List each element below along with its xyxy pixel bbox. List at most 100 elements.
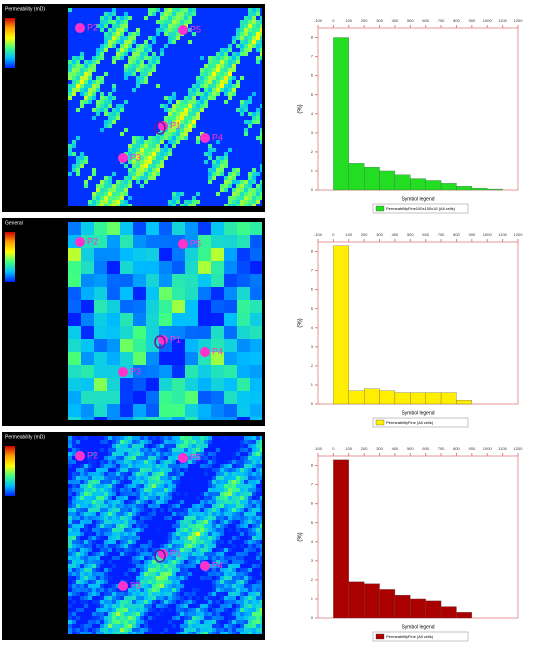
map-cell (124, 136, 128, 140)
map-cell (168, 512, 172, 516)
map-cell (180, 472, 184, 476)
map-cell (228, 12, 232, 16)
map-cell (100, 564, 104, 568)
map-cell (160, 144, 164, 148)
map-cell (152, 608, 156, 612)
map-cell (96, 556, 100, 560)
map-cell (228, 44, 232, 48)
map-cell (92, 536, 96, 540)
map-cell (148, 24, 152, 28)
map-cell (248, 160, 252, 164)
map-cell (84, 560, 88, 564)
map-cell (244, 540, 248, 544)
map-cell (260, 168, 262, 172)
map-cell (176, 36, 180, 40)
map-cell (244, 612, 248, 616)
map-cell (148, 572, 152, 576)
map-cell (216, 472, 220, 476)
map-cell (132, 540, 136, 544)
map-cell (92, 64, 96, 68)
map-cell (196, 552, 200, 556)
map-cell (176, 164, 180, 168)
map-cell (248, 132, 252, 136)
map-cell (224, 92, 228, 96)
map-cell (248, 512, 252, 516)
map-cell (216, 44, 220, 48)
map-cell (236, 532, 240, 536)
map-cell (240, 484, 244, 488)
map-cell (172, 540, 176, 544)
map-cell (92, 500, 96, 504)
map-cell (136, 80, 140, 84)
map-cell (252, 100, 256, 104)
map-cell (156, 116, 160, 120)
map-cell (116, 504, 120, 508)
map-cell (248, 480, 252, 484)
map-cell (188, 616, 192, 620)
map-cell (68, 96, 72, 100)
map-cell (212, 472, 216, 476)
map-cell (72, 132, 76, 136)
map-cell (80, 528, 84, 532)
map-cell (116, 56, 120, 60)
map-cell (146, 339, 159, 352)
map-cell (176, 204, 180, 206)
map-cell (220, 576, 224, 580)
map-cell (84, 524, 88, 528)
map-cell (252, 556, 256, 560)
map-cell (108, 132, 112, 136)
map-cell (116, 548, 120, 552)
map-cell (164, 544, 168, 548)
map-cell (184, 472, 188, 476)
map-cell (128, 604, 132, 608)
map-cell (133, 235, 146, 248)
map-cell (132, 436, 136, 440)
map-cell (92, 488, 96, 492)
map-cell (128, 104, 132, 108)
map-cell (100, 492, 104, 496)
map-cell (68, 496, 72, 500)
map-cell (224, 104, 228, 108)
map-cell (172, 72, 176, 76)
map-cell (188, 152, 192, 156)
map-cell (84, 140, 88, 144)
map-cell (144, 76, 148, 80)
well-label: P5 (190, 238, 201, 248)
map-cell (252, 552, 256, 556)
map-cell (116, 112, 120, 116)
map-cell (112, 184, 116, 188)
map-cell (220, 92, 224, 96)
map-cell (76, 160, 80, 164)
map-cell (244, 124, 248, 128)
map-cell (100, 152, 104, 156)
map-cell (100, 124, 104, 128)
map-cell (136, 180, 140, 184)
map-cell (116, 28, 120, 32)
map-cell (216, 56, 220, 60)
map-cell (80, 172, 84, 176)
map-cell (204, 504, 208, 508)
map-cell (144, 444, 148, 448)
map-cell (136, 72, 140, 76)
map-cell (148, 112, 152, 116)
map-cell (212, 596, 216, 600)
map-cell (80, 524, 84, 528)
map-cell (220, 12, 224, 16)
map-cell (112, 192, 116, 196)
map-cell (108, 16, 112, 20)
map-cell (68, 616, 72, 620)
map-cell (68, 40, 72, 44)
map-cell (112, 60, 116, 64)
map-cell (244, 564, 248, 568)
map-cell (164, 188, 168, 192)
map-cell (136, 560, 140, 564)
map-cell (172, 64, 176, 68)
map-cell (120, 488, 124, 492)
map-cell (108, 520, 112, 524)
map-cell (132, 84, 136, 88)
map-cell (260, 612, 262, 616)
map-cell (244, 544, 248, 548)
map-cell (232, 204, 236, 206)
map-cell (124, 508, 128, 512)
map-cell (108, 488, 112, 492)
